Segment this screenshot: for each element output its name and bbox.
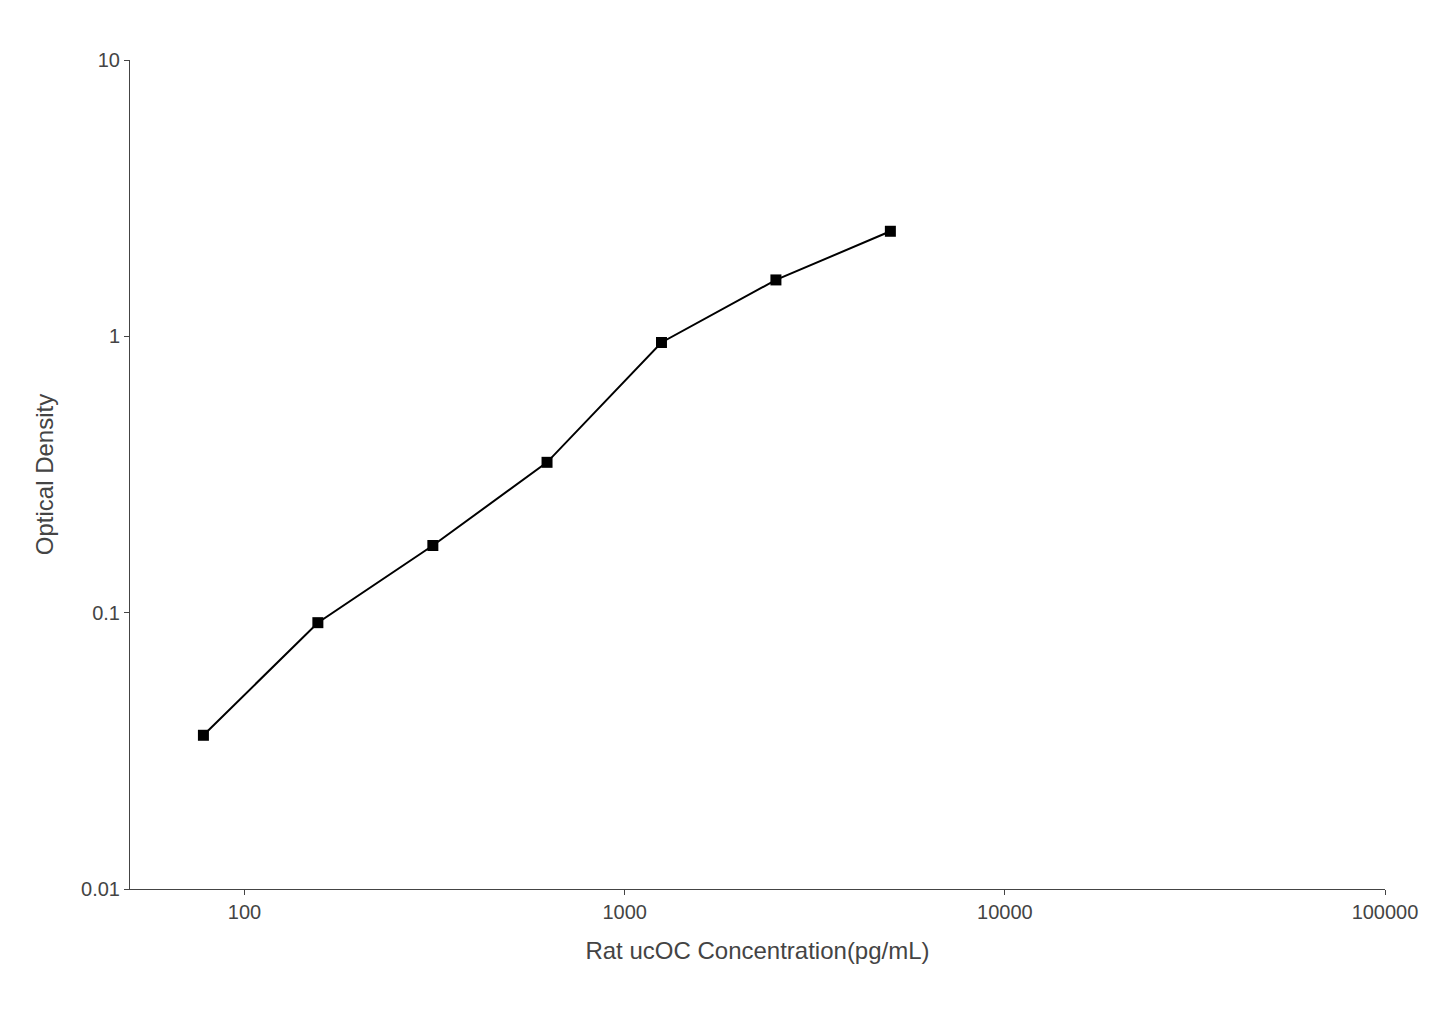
svg-text:10000: 10000	[977, 901, 1033, 923]
svg-text:1000: 1000	[602, 901, 647, 923]
svg-text:10: 10	[98, 49, 120, 71]
svg-text:100: 100	[228, 901, 261, 923]
svg-text:0.1: 0.1	[92, 602, 120, 624]
svg-text:0.01: 0.01	[81, 878, 120, 900]
svg-text:1: 1	[109, 325, 120, 347]
svg-text:100000: 100000	[1352, 901, 1419, 923]
svg-text:Rat ucOC Concentration(pg/mL): Rat ucOC Concentration(pg/mL)	[585, 937, 929, 964]
svg-text:Optical Density: Optical Density	[31, 394, 58, 555]
